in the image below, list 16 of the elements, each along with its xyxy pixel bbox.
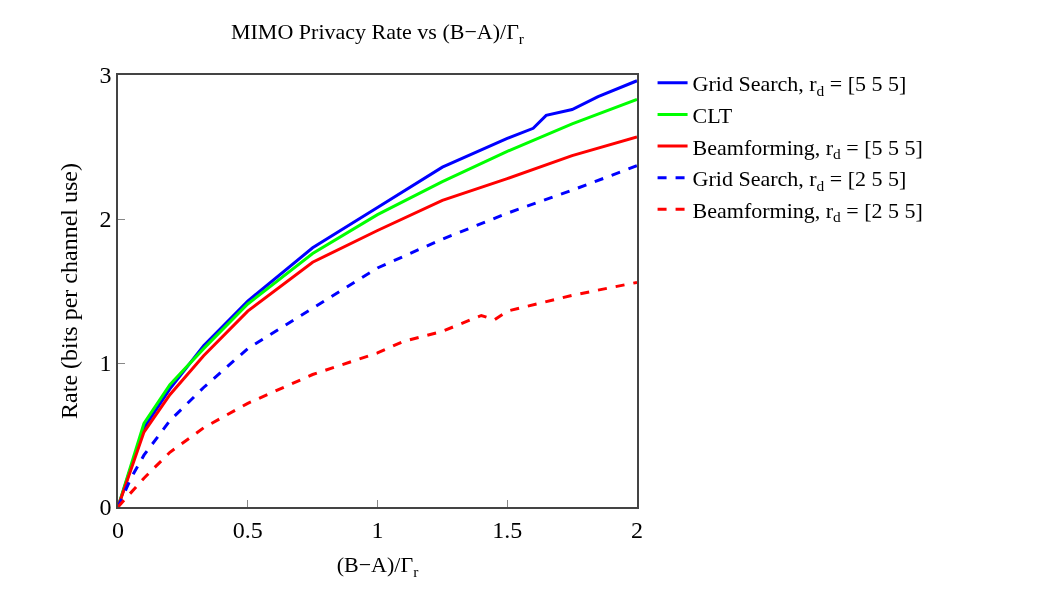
legend-label: Beamforming, r$_{d}$ = [5 5 5]	[692, 134, 923, 163]
x-tick-label: 1	[371, 516, 384, 543]
x-tick-label: 2	[631, 516, 643, 543]
legend-label: Grid Search, r$_{d}$ = [2 5 5]	[692, 166, 907, 194]
x-tick-label: 0.5	[232, 516, 263, 543]
chart-title: MIMO Privacy Rate vs (B−A)/Γ$_{r}$	[230, 19, 525, 48]
x-tick-label: 1.5	[492, 516, 523, 543]
x-axis-title: (B−A)/Γ$_{r}$	[336, 551, 419, 580]
y-tick-label: 1	[99, 350, 112, 377]
y-tick-label: 3	[99, 62, 112, 89]
legend-label: Beamforming, r$_{d}$ = [2 5 5]	[692, 197, 923, 226]
legend-label: Grid Search, r$_{d}$ = [5 5 5]	[692, 71, 907, 100]
y-axis-title: Rate (bits per channel use)	[56, 163, 83, 419]
legend-label: CLT	[692, 103, 733, 129]
y-tick-label: 2	[99, 206, 112, 233]
y-tick-label: 0	[99, 494, 112, 521]
